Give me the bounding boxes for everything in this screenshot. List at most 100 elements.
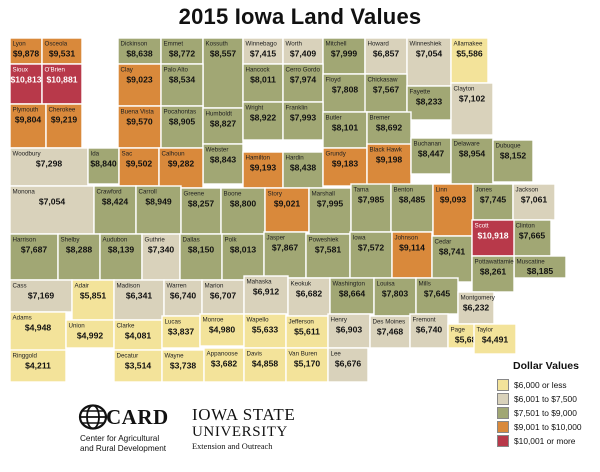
card-wordmark: CARD (106, 405, 169, 429)
county-value: $4,980 (209, 325, 236, 335)
isu-line-1: IOWA STATE (192, 405, 296, 424)
county-value: $8,013 (230, 245, 257, 255)
county-name: Decatur (117, 353, 139, 360)
county-tama: Tama$7,985 (350, 183, 392, 233)
county-name: Lucas (165, 319, 182, 326)
county-shape (201, 279, 245, 315)
county-shape (390, 183, 434, 233)
county-iowa: Iowa$7,572 (349, 231, 393, 279)
county-name: Poweshiek (309, 237, 340, 244)
county-value: $6,707 (210, 291, 237, 301)
card-line-2: and Rural Development (80, 444, 167, 453)
county-name: Marshall (312, 191, 335, 198)
county-name: Tama (354, 187, 370, 194)
county-shape (243, 347, 287, 383)
county-value: $9,219 (51, 115, 78, 125)
county-shape (9, 63, 43, 105)
county-shape (160, 105, 204, 149)
county-shape (99, 233, 143, 281)
county-name: Emmet (164, 41, 184, 48)
county-boone: Boone$8,800 (220, 187, 266, 235)
county-allamakee: Allamakee$5,586 (450, 37, 489, 84)
county-shape (431, 235, 473, 283)
county-shelby: Shelby$8,288 (57, 233, 101, 281)
county-value: $8,840 (90, 159, 117, 169)
county-value: $5,851 (80, 291, 107, 301)
county-name: Dubuque (496, 143, 522, 150)
county-value: $8,438 (290, 163, 317, 173)
county-value: $8,557 (210, 49, 237, 59)
legend-swatch (497, 406, 509, 419)
county-name: Plymouth (13, 107, 39, 114)
county-woodbury: Woodbury$7,298 (9, 147, 89, 187)
legend-label: $6,000 or less (514, 379, 567, 390)
county-shape (87, 147, 120, 185)
county-name: Benton (394, 187, 414, 194)
county-value: $9,570 (126, 117, 153, 127)
county-grundy: Grundy$9,183 (322, 147, 368, 187)
county-shape (113, 349, 163, 383)
county-shape (141, 233, 181, 281)
map-title: 2015 Iowa Land Values (178, 4, 422, 29)
county-name: Clayton (454, 86, 476, 93)
county-name: Worth (286, 41, 303, 48)
county-shape (203, 347, 245, 383)
county-name: Mills (419, 281, 431, 288)
county-washington: Washington$8,664 (329, 277, 375, 315)
county-name: Sac (122, 151, 133, 158)
county-audubon: Audubon$8,139 (99, 233, 143, 281)
county-jackson: Jackson$7,061 (512, 183, 556, 221)
county-value: $9,114 (399, 243, 425, 253)
county-name: Adair (75, 283, 89, 290)
county-shape (305, 233, 351, 279)
county-shape (9, 311, 67, 353)
county-value: $7,567 (373, 85, 400, 95)
county-shape (220, 187, 266, 235)
county-jones: Jones$7,745 (472, 183, 514, 221)
county-appanoose: Appanoose$3,682 (203, 347, 245, 383)
county-value: $6,740 (416, 325, 443, 335)
card-logo: CARD Center for Agricultural and Rural D… (74, 404, 184, 464)
county-value: $7,572 (358, 243, 385, 253)
county-name: O'Brien (45, 67, 66, 74)
county-linn: Linn$9,093 (432, 183, 474, 237)
county-shape (473, 323, 517, 355)
county-clarke: Clarke$4,081 (113, 319, 163, 351)
county-butler: Butler$8,101 (322, 111, 368, 149)
county-name: Wapello (247, 317, 270, 324)
county-value: $9,198 (376, 155, 403, 165)
county-value: $7,415 (250, 49, 277, 59)
county-louisa: Louisa$7,803 (373, 277, 417, 317)
county-name: Van Buren (289, 351, 318, 358)
county-name: Monroe (203, 317, 225, 324)
county-value: $9,193 (250, 163, 277, 173)
legend-item: $6,000 or less (497, 378, 597, 391)
county-value: $8,139 (108, 245, 135, 255)
county-name: Lee (331, 351, 342, 358)
county-cherokee: Cherokee$9,219 (45, 103, 83, 149)
county-name: Taylor (477, 327, 494, 334)
county-taylor: Taylor$4,491 (473, 323, 517, 355)
county-cass: Cass$7,169 (9, 279, 73, 313)
county-value: $9,502 (126, 159, 153, 169)
county-shape (285, 347, 329, 383)
county-polk: Polk$8,013 (221, 233, 265, 281)
county-shape (450, 137, 494, 185)
county-shape (242, 101, 284, 141)
county-name: Cass (13, 283, 27, 290)
county-des-moines: Des Moines$7,468 (369, 315, 411, 349)
county-name: Appanoose (207, 351, 239, 358)
county-value: $8,905 (169, 117, 196, 127)
county-value: $8,800 (230, 199, 257, 209)
county-shape (117, 63, 162, 107)
county-value: $9,093 (440, 195, 467, 205)
county-jasper: Jasper$7,867 (263, 231, 307, 279)
county-name: Des Moines (373, 319, 406, 326)
county-value: $7,665 (519, 231, 546, 241)
county-name: Keokuk (291, 281, 313, 288)
county-union: Union$4,992 (65, 319, 115, 349)
county-name: Story (268, 191, 283, 198)
county-benton: Benton$8,485 (390, 183, 434, 233)
county-value: $4,992 (77, 331, 104, 341)
county-value: $8,424 (102, 197, 129, 207)
